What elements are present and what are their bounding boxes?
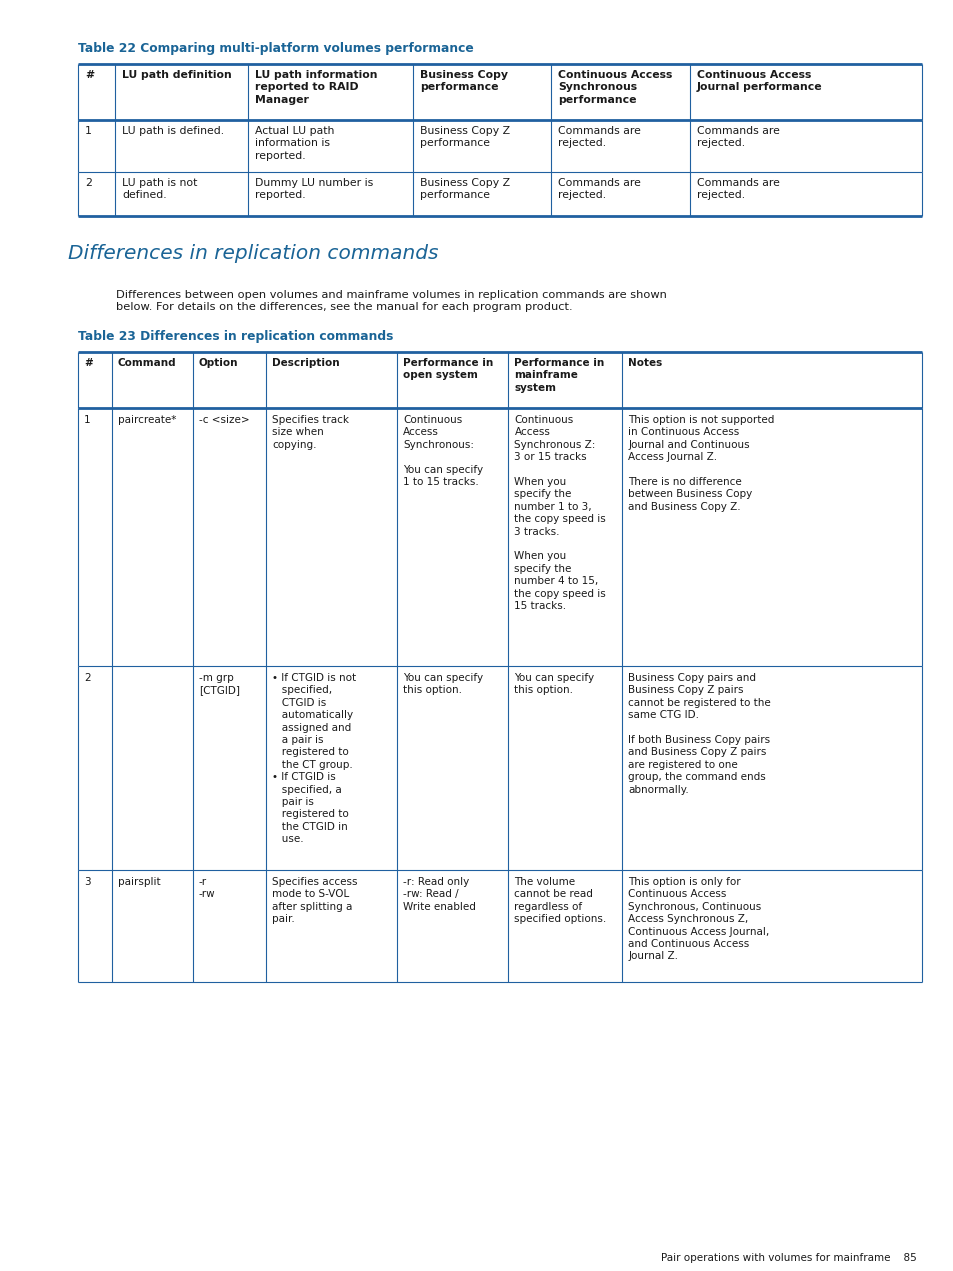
Text: Commands are
rejected.: Commands are rejected. (558, 178, 640, 201)
Text: Business Copy Z
performance: Business Copy Z performance (419, 126, 510, 149)
Text: Dummy LU number is
reported.: Dummy LU number is reported. (255, 178, 374, 201)
Text: LU path information
reported to RAID
Manager: LU path information reported to RAID Man… (255, 70, 377, 104)
Text: pairsplit: pairsplit (117, 877, 160, 887)
Text: Continuous
Access
Synchronous Z:
3 or 15 tracks

When you
specify the
number 1 t: Continuous Access Synchronous Z: 3 or 15… (514, 416, 605, 611)
Text: This option is only for
Continuous Access
Synchronous, Continuous
Access Synchro: This option is only for Continuous Acces… (628, 877, 769, 961)
Text: LU path is defined.: LU path is defined. (122, 126, 224, 136)
Text: paircreate*: paircreate* (117, 416, 176, 425)
Text: -m grp
[CTGID]: -m grp [CTGID] (198, 674, 239, 695)
Text: Differences between open volumes and mainframe volumes in replication commands a: Differences between open volumes and mai… (116, 290, 666, 313)
Text: 1: 1 (84, 416, 91, 425)
Text: Specifies access
mode to S-VOL
after splitting a
pair.: Specifies access mode to S-VOL after spl… (272, 877, 357, 924)
Text: 3: 3 (84, 877, 91, 887)
Text: Commands are
rejected.: Commands are rejected. (558, 126, 640, 149)
Text: Commands are
rejected.: Commands are rejected. (697, 126, 779, 149)
Text: This option is not supported
in Continuous Access
Journal and Continuous
Access : This option is not supported in Continuo… (628, 416, 774, 512)
Text: The volume
cannot be read
regardless of
specified options.: The volume cannot be read regardless of … (514, 877, 606, 924)
Text: Specifies track
size when
copying.: Specifies track size when copying. (272, 416, 349, 450)
Text: Description: Description (272, 358, 339, 369)
Text: #: # (84, 358, 92, 369)
Text: Continuous
Access
Synchronous:

You can specify
1 to 15 tracks.: Continuous Access Synchronous: You can s… (402, 416, 482, 487)
Text: 2: 2 (84, 674, 91, 683)
Text: Business Copy
performance: Business Copy performance (419, 70, 508, 93)
Text: Actual LU path
information is
reported.: Actual LU path information is reported. (255, 126, 335, 161)
Text: -c <size>: -c <size> (198, 416, 249, 425)
Text: #: # (85, 70, 94, 80)
Text: LU path definition: LU path definition (122, 70, 232, 80)
Text: -r
-rw: -r -rw (198, 877, 215, 900)
Text: Performance in
mainframe
system: Performance in mainframe system (514, 358, 604, 393)
Text: Continuous Access
Synchronous
performance: Continuous Access Synchronous performanc… (558, 70, 672, 104)
Text: Table 22 Comparing multi-platform volumes performance: Table 22 Comparing multi-platform volume… (78, 42, 474, 55)
Text: 2: 2 (85, 178, 91, 188)
Text: LU path is not
defined.: LU path is not defined. (122, 178, 197, 201)
Text: You can specify
this option.: You can specify this option. (402, 674, 482, 695)
Text: Differences in replication commands: Differences in replication commands (68, 244, 438, 263)
Text: Continuous Access
Journal performance: Continuous Access Journal performance (697, 70, 821, 93)
Text: Option: Option (198, 358, 238, 369)
Text: Performance in
open system: Performance in open system (402, 358, 493, 380)
Text: Business Copy Z
performance: Business Copy Z performance (419, 178, 510, 201)
Text: -r: Read only
-rw: Read /
Write enabled: -r: Read only -rw: Read / Write enabled (402, 877, 476, 911)
Text: Command: Command (117, 358, 176, 369)
Text: You can specify
this option.: You can specify this option. (514, 674, 594, 695)
Text: 1: 1 (85, 126, 91, 136)
Text: Business Copy pairs and
Business Copy Z pairs
cannot be registered to the
same C: Business Copy pairs and Business Copy Z … (628, 674, 770, 794)
Text: Commands are
rejected.: Commands are rejected. (697, 178, 779, 201)
Text: Pair operations with volumes for mainframe    85: Pair operations with volumes for mainfra… (660, 1253, 916, 1263)
Text: • If CTGID is not
   specified,
   CTGID is
   automatically
   assigned and
   : • If CTGID is not specified, CTGID is au… (272, 674, 356, 844)
Text: Notes: Notes (628, 358, 662, 369)
Text: Table 23 Differences in replication commands: Table 23 Differences in replication comm… (78, 330, 393, 343)
